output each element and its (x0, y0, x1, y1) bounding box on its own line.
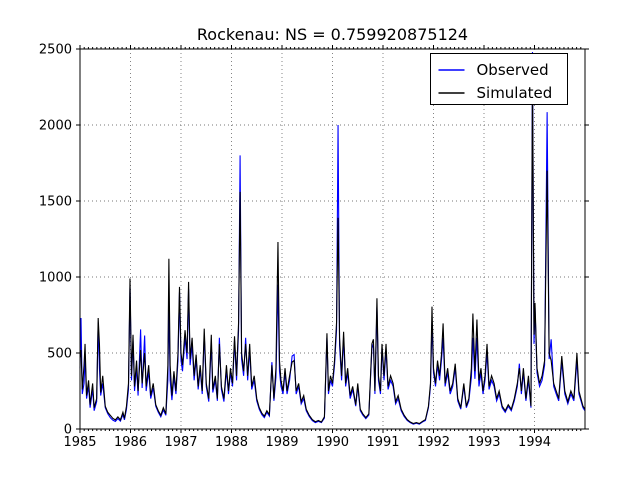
x-tick-label: 1991 (366, 435, 399, 450)
legend-label-observed: Observed (477, 61, 549, 79)
x-tick-label: 1986 (114, 435, 147, 450)
legend-label-simulated: Simulated (477, 84, 553, 102)
x-tick-label: 1992 (417, 435, 450, 450)
x-tick-label: 1987 (164, 435, 197, 450)
x-tick-label: 1990 (316, 435, 349, 450)
simulated-series-line (79, 74, 586, 425)
y-tick-label: 2000 (39, 119, 72, 134)
y-tick-label: 1000 (39, 271, 72, 286)
legend-frame (430, 53, 568, 105)
x-tick-label: 1985 (63, 435, 96, 450)
legend-box: Observed Simulated (430, 53, 568, 105)
x-tick-label: 1988 (215, 435, 248, 450)
x-tick-label: 1994 (518, 435, 551, 450)
y-tick-label: 2500 (39, 43, 72, 58)
y-tick-label: 1500 (39, 195, 72, 210)
chart-title: Rockenau: NS = 0.759920875124 (197, 25, 468, 44)
x-tick-label: 1993 (467, 435, 500, 450)
y-tick-label: 0 (64, 423, 72, 438)
axis-tick-labels: 1985 1986 1987 1988 1989 1990 1991 1992 1993 1994… (39, 43, 551, 451)
x-tick-label: 1989 (265, 435, 298, 450)
axis-ticks (76, 45, 589, 433)
data-series (79, 52, 586, 425)
y-tick-label: 500 (47, 347, 72, 362)
